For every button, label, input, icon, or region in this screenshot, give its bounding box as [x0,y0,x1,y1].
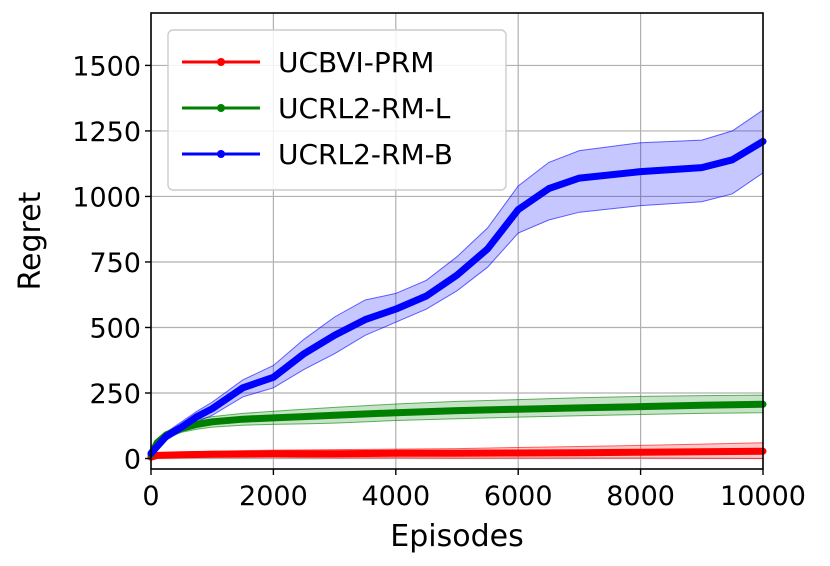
legend-label-ucbvi-prm: UCBVI-PRM [278,46,434,79]
series-lines [147,137,767,461]
y-tick-label: 1500 [72,51,141,82]
plot-frame [150,12,764,470]
legend-marker-ucrl2-rm-b [217,150,225,158]
y-tick-label: 750 [89,248,141,279]
legend-marker-ucrl2-rm-l [217,104,225,112]
x-tick-label: 6000 [484,481,553,512]
y-axis-title: Regret [13,191,48,290]
ucrl2-rm-b-line [147,137,767,457]
x-tick-label: 4000 [361,481,430,512]
x-tick-label: 2000 [239,481,308,512]
legend: UCBVI-PRM UCRL2-RM-L UCRL2-RM-B [167,29,507,191]
y-tick-label: 1000 [72,182,141,213]
y-tick-label: 0 [124,445,141,476]
legend-marker-ucbvi-prm [217,58,225,66]
legend-label-ucrl2-rm-l: UCRL2-RM-L [278,92,451,125]
legend-box [167,29,507,191]
axis-ticks: 0 2000 4000 6000 8000 10000 0 250 500 750 1000 1250… [72,51,806,512]
x-axis-title: Episodes [390,519,523,554]
y-tick-label: 500 [89,313,141,344]
x-tick-label: 10000 [720,481,806,512]
ucbvi-prm-line [147,447,767,461]
legend-label-ucrl2-rm-b: UCRL2-RM-B [278,138,453,171]
x-tick-label: 8000 [606,481,675,512]
y-tick-label: 250 [89,379,141,410]
x-tick-label: 0 [142,481,159,512]
y-tick-label: 1250 [72,117,141,148]
